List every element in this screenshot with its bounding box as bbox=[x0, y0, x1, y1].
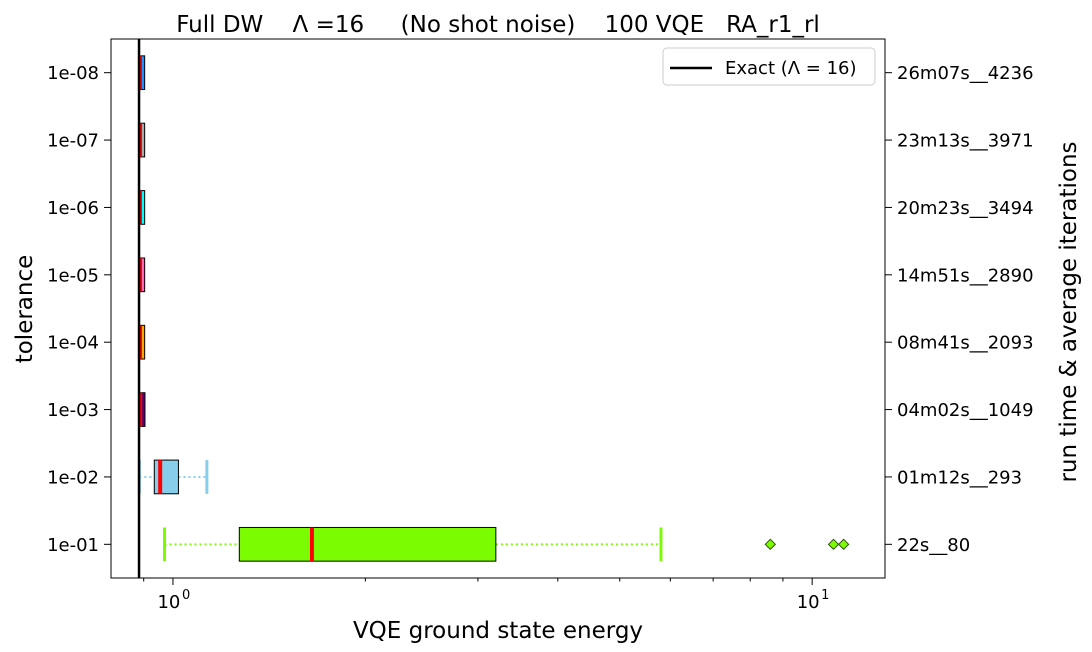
y-tick-label-right: 01m12s__293 bbox=[897, 467, 1022, 488]
x-axis-label: VQE ground state energy bbox=[353, 618, 643, 644]
x-tick-label: 10 1 bbox=[797, 588, 830, 613]
chart-title: Full DW Λ =16 (No shot noise) 100 VQE RA… bbox=[176, 12, 820, 38]
y-tick-label-left: 1e-08 bbox=[47, 63, 99, 84]
y-tick-label-right: 04m02s__1049 bbox=[897, 400, 1034, 421]
flier-point bbox=[837, 538, 850, 551]
legend-box bbox=[662, 47, 876, 86]
y-tick-label-left: 1e-05 bbox=[47, 265, 99, 286]
x-tick-label: 10 0 bbox=[157, 588, 190, 613]
y-tick-label-left: 1e-06 bbox=[47, 198, 99, 219]
x-tick-exponent: 0 bbox=[182, 588, 190, 603]
y-tick-label-left: 1e-04 bbox=[47, 333, 99, 354]
y-tick-label-right: 08m41s__2093 bbox=[897, 333, 1034, 354]
y-tick-label-left: 1e-01 bbox=[47, 535, 99, 556]
y-tick-label-right: 23m13s__3971 bbox=[897, 131, 1034, 152]
x-tick-base: 10 bbox=[797, 592, 820, 613]
x-tick-exponent: 1 bbox=[821, 588, 829, 603]
legend: Exact (Λ = 16) bbox=[662, 47, 876, 86]
legend-label: Exact (Λ = 16) bbox=[725, 58, 857, 79]
y-tick-label-right: 22s__80 bbox=[897, 535, 970, 556]
y-tick-label-right: 26m07s__4236 bbox=[897, 63, 1034, 84]
y-tick-label-left: 1e-02 bbox=[47, 467, 99, 488]
box-iqr bbox=[238, 526, 497, 562]
y-axis-label: tolerance bbox=[12, 255, 38, 364]
flier-point bbox=[827, 538, 840, 551]
flier-point bbox=[764, 538, 777, 551]
y-axis-label-right: run time & average iterations bbox=[1056, 141, 1082, 482]
y-tick-label-left: 1e-03 bbox=[47, 400, 99, 421]
y-tick-label-left: 1e-07 bbox=[47, 131, 99, 152]
box-1e-01 bbox=[162, 526, 850, 562]
box-1e-02 bbox=[137, 459, 209, 495]
y-tick-label-right: 14m51s__2890 bbox=[897, 265, 1034, 286]
x-tick-base: 10 bbox=[157, 592, 180, 613]
plot-frame bbox=[110, 38, 886, 579]
y-tick-label-right: 20m23s__3494 bbox=[897, 198, 1034, 219]
box-iqr bbox=[153, 459, 179, 495]
